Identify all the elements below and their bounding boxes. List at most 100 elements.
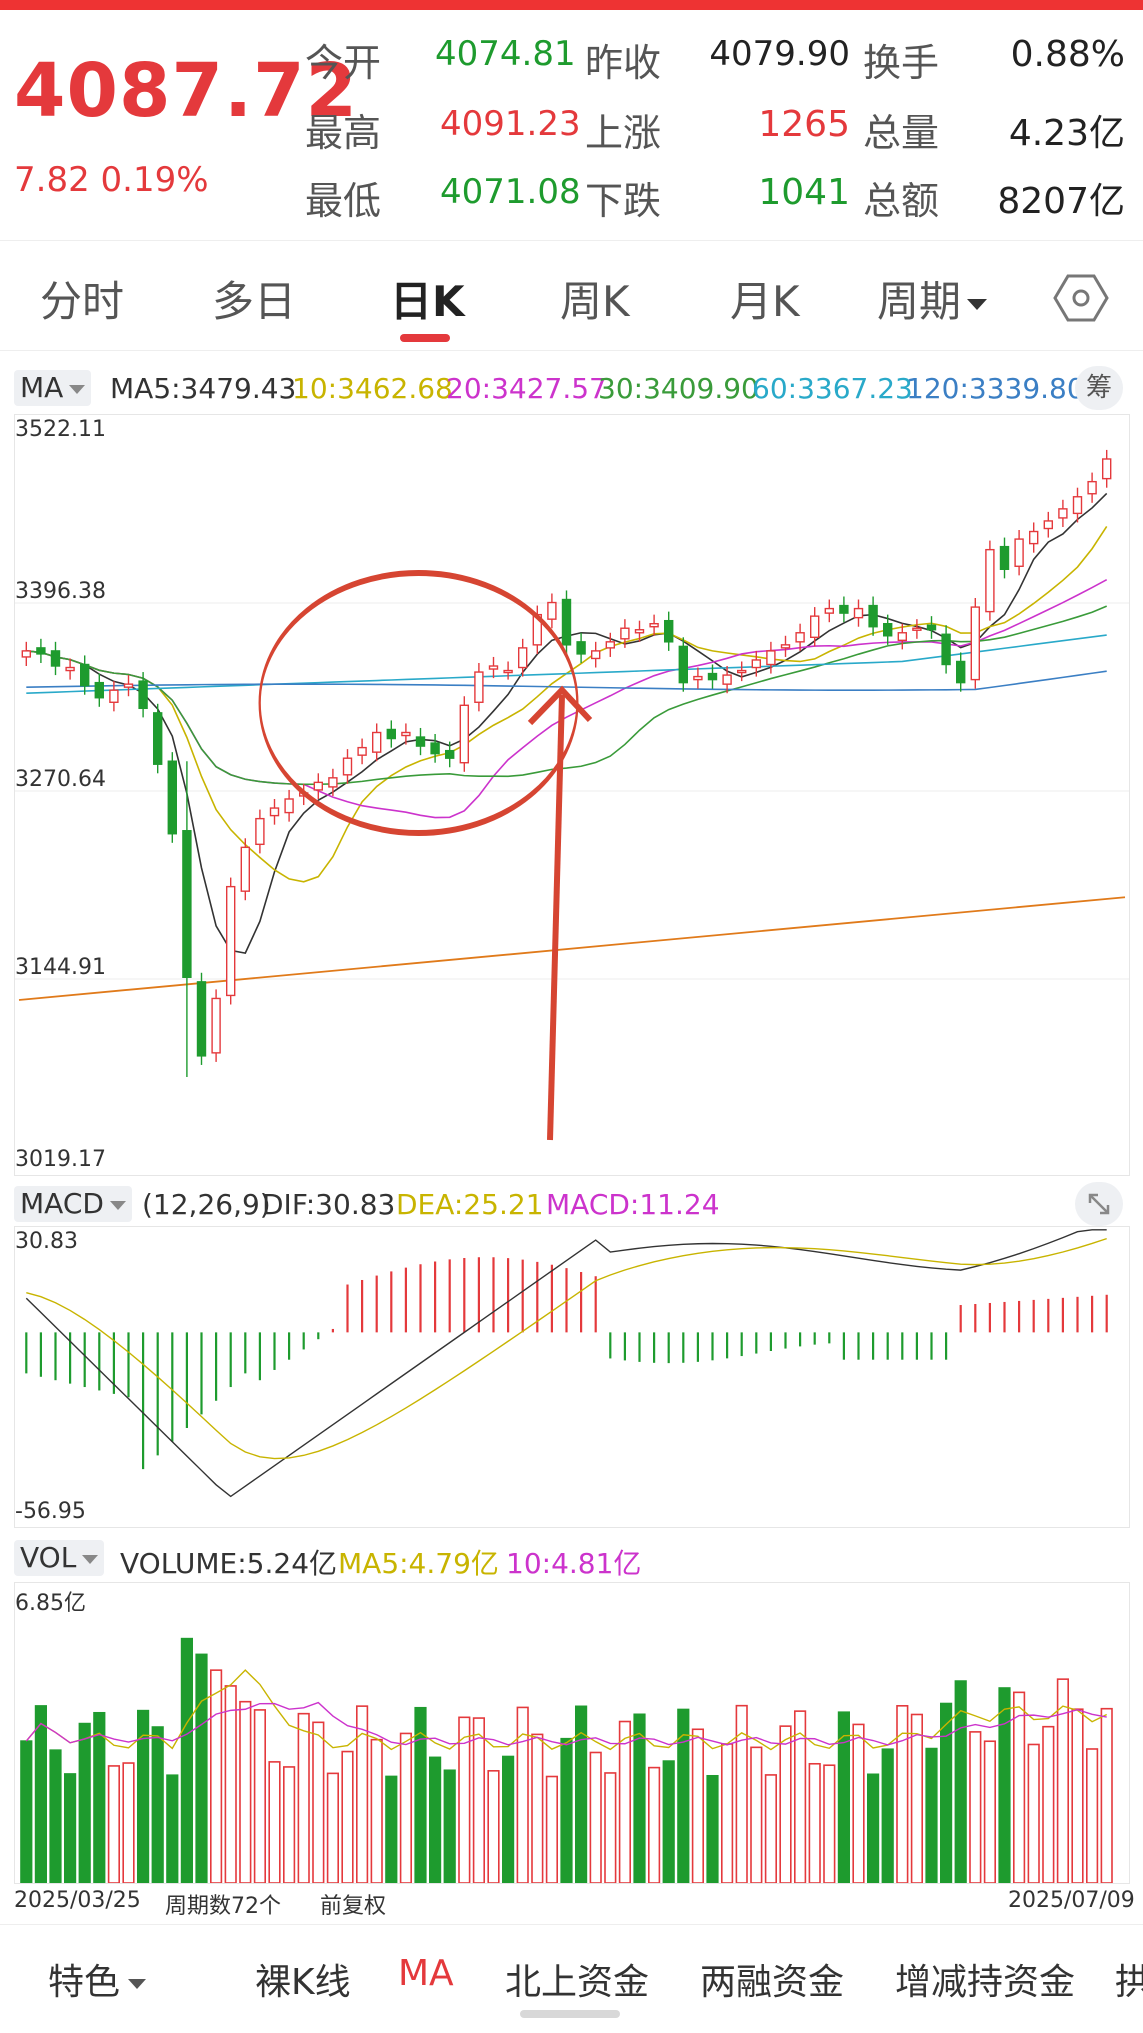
candle-body (707, 672, 718, 681)
candle-body (372, 731, 382, 753)
candle-body (1014, 538, 1024, 567)
vol-indicator-select[interactable]: VOL (14, 1540, 105, 1576)
volume-bar (720, 1743, 734, 1884)
price-change: 7.82 0.19% (14, 160, 209, 200)
macd-axis-bottom: -56.95 (15, 1499, 86, 1524)
candle-body (123, 683, 134, 688)
caret-down-icon (69, 384, 86, 394)
macd-panel: 30.83 -56.95 (14, 1226, 1130, 1528)
tab-period-menu[interactable]: 周期 (877, 268, 988, 329)
annotation-circle-and-arrow (258, 570, 593, 1141)
grid-lines (15, 602, 1129, 980)
ma5-value: MA5:3479.43 (110, 372, 297, 405)
volume-bar (1100, 1707, 1113, 1884)
menu-northbound[interactable]: 北上资金 (505, 1962, 650, 2003)
volume-bar (560, 1737, 573, 1884)
volume-bar (239, 1700, 252, 1884)
volume-bar (501, 1755, 515, 1884)
volume-bar (63, 1773, 77, 1884)
candle-body (853, 607, 864, 619)
candle-body (664, 619, 674, 643)
candle-body (591, 650, 601, 660)
candle-body (926, 624, 937, 631)
quote-header: 4087.72 7.82 0.19% 今开 4074.81 昨收 4079.90… (0, 10, 1143, 241)
menu-holding-change[interactable]: 增减持资金 (895, 1962, 1076, 2003)
macd-axis-top: 30.83 (15, 1229, 78, 1254)
volume-bar (414, 1706, 427, 1884)
volume-bar (78, 1722, 91, 1884)
volume-bar (691, 1728, 704, 1884)
tab-daily-k[interactable]: 日K (390, 277, 465, 326)
high-label: 最高 (305, 111, 382, 155)
candle-body (620, 627, 630, 640)
volume-bar (750, 1746, 763, 1884)
candle-body (649, 623, 659, 628)
macd-indicator-select[interactable]: MACD (14, 1186, 132, 1222)
candle-body (1087, 480, 1097, 495)
macd-params: (12,26,9) (142, 1188, 271, 1221)
volume-bar (253, 1709, 267, 1884)
candle-body (634, 629, 645, 634)
candle-body (196, 981, 207, 1057)
macd-dea: DEA:25.21 (396, 1188, 544, 1221)
volume-bar (166, 1774, 179, 1884)
menu-ma[interactable]: MA (398, 1953, 454, 1994)
caret-down-icon (82, 1554, 99, 1564)
volume-bar (808, 1762, 821, 1884)
ma-indicator-select[interactable]: MA (14, 370, 92, 406)
macd-dif: DIF:30.83 (262, 1188, 396, 1221)
decline-value: 1041 (758, 172, 850, 213)
dif-line (25, 1229, 1107, 1498)
tab-intraday[interactable]: 分时 (40, 277, 125, 326)
turnover-value: 0.88% (1010, 34, 1125, 75)
settings-hexagon-icon[interactable] (1053, 270, 1109, 326)
volume-bar (282, 1766, 296, 1884)
active-tab-indicator (400, 334, 450, 342)
candle-body (766, 650, 776, 666)
vol-ma10: 10:4.81亿 (506, 1547, 642, 1580)
top-accent-bar (0, 0, 1143, 10)
volume-bar (969, 1731, 982, 1884)
volume-panel: 6.85亿 (14, 1582, 1130, 1884)
volume-bar (428, 1756, 442, 1884)
menu-featured[interactable]: 特色 (48, 1953, 147, 2005)
axis-label-2: 3396.38 (15, 579, 106, 604)
advance-value: 1265 (758, 104, 850, 145)
menu-naked-k[interactable]: 裸K线 (255, 1962, 351, 2003)
low-label: 最低 (305, 179, 382, 223)
volume-bar (531, 1733, 544, 1884)
volume-label: 总量 (863, 111, 940, 155)
chip-distribution-button[interactable]: 筹 (1075, 366, 1123, 410)
macd-legend: MACD (12,26,9) DIF:30.83 DEA:25.21 MACD:… (0, 1182, 1143, 1228)
candle-body (839, 604, 849, 614)
ma120-line (26, 670, 1107, 691)
tab-weekly-k[interactable]: 周K (560, 277, 630, 326)
candle-body (342, 757, 353, 776)
expand-icon[interactable] (1075, 1182, 1123, 1226)
candle-body (211, 997, 221, 1054)
volume-bar (983, 1740, 996, 1884)
low-value: 4071.08 (440, 172, 581, 212)
menu-overflow[interactable]: 拱 (1115, 1962, 1143, 2003)
candle-body (868, 604, 878, 628)
vol-volume: VOLUME:5.24亿 (120, 1547, 338, 1580)
tab-monthly-k[interactable]: 月K (730, 277, 800, 326)
vol-legend: VOL VOLUME:5.24亿 MA5:4.79亿 10:4.81亿 (0, 1536, 1143, 1582)
candle-body (357, 746, 367, 756)
tab-multi-day[interactable]: 多日 (212, 277, 297, 326)
caret-down-icon (967, 299, 988, 310)
candle-body (737, 669, 747, 674)
menu-margin[interactable]: 两融资金 (700, 1962, 845, 2003)
candle-body (970, 606, 980, 681)
candle-body (182, 830, 192, 979)
high-value: 4091.23 (440, 104, 581, 144)
candle-body (152, 712, 163, 765)
candle-body (912, 627, 922, 631)
volume-bar (49, 1749, 62, 1884)
candle-body (488, 665, 499, 670)
kline-chart (15, 449, 1129, 1141)
axis-label-4: 3144.91 (15, 955, 106, 980)
candle-body (605, 641, 615, 649)
date-end: 2025/07/09 (1008, 1888, 1135, 1913)
candle-body (678, 645, 688, 684)
